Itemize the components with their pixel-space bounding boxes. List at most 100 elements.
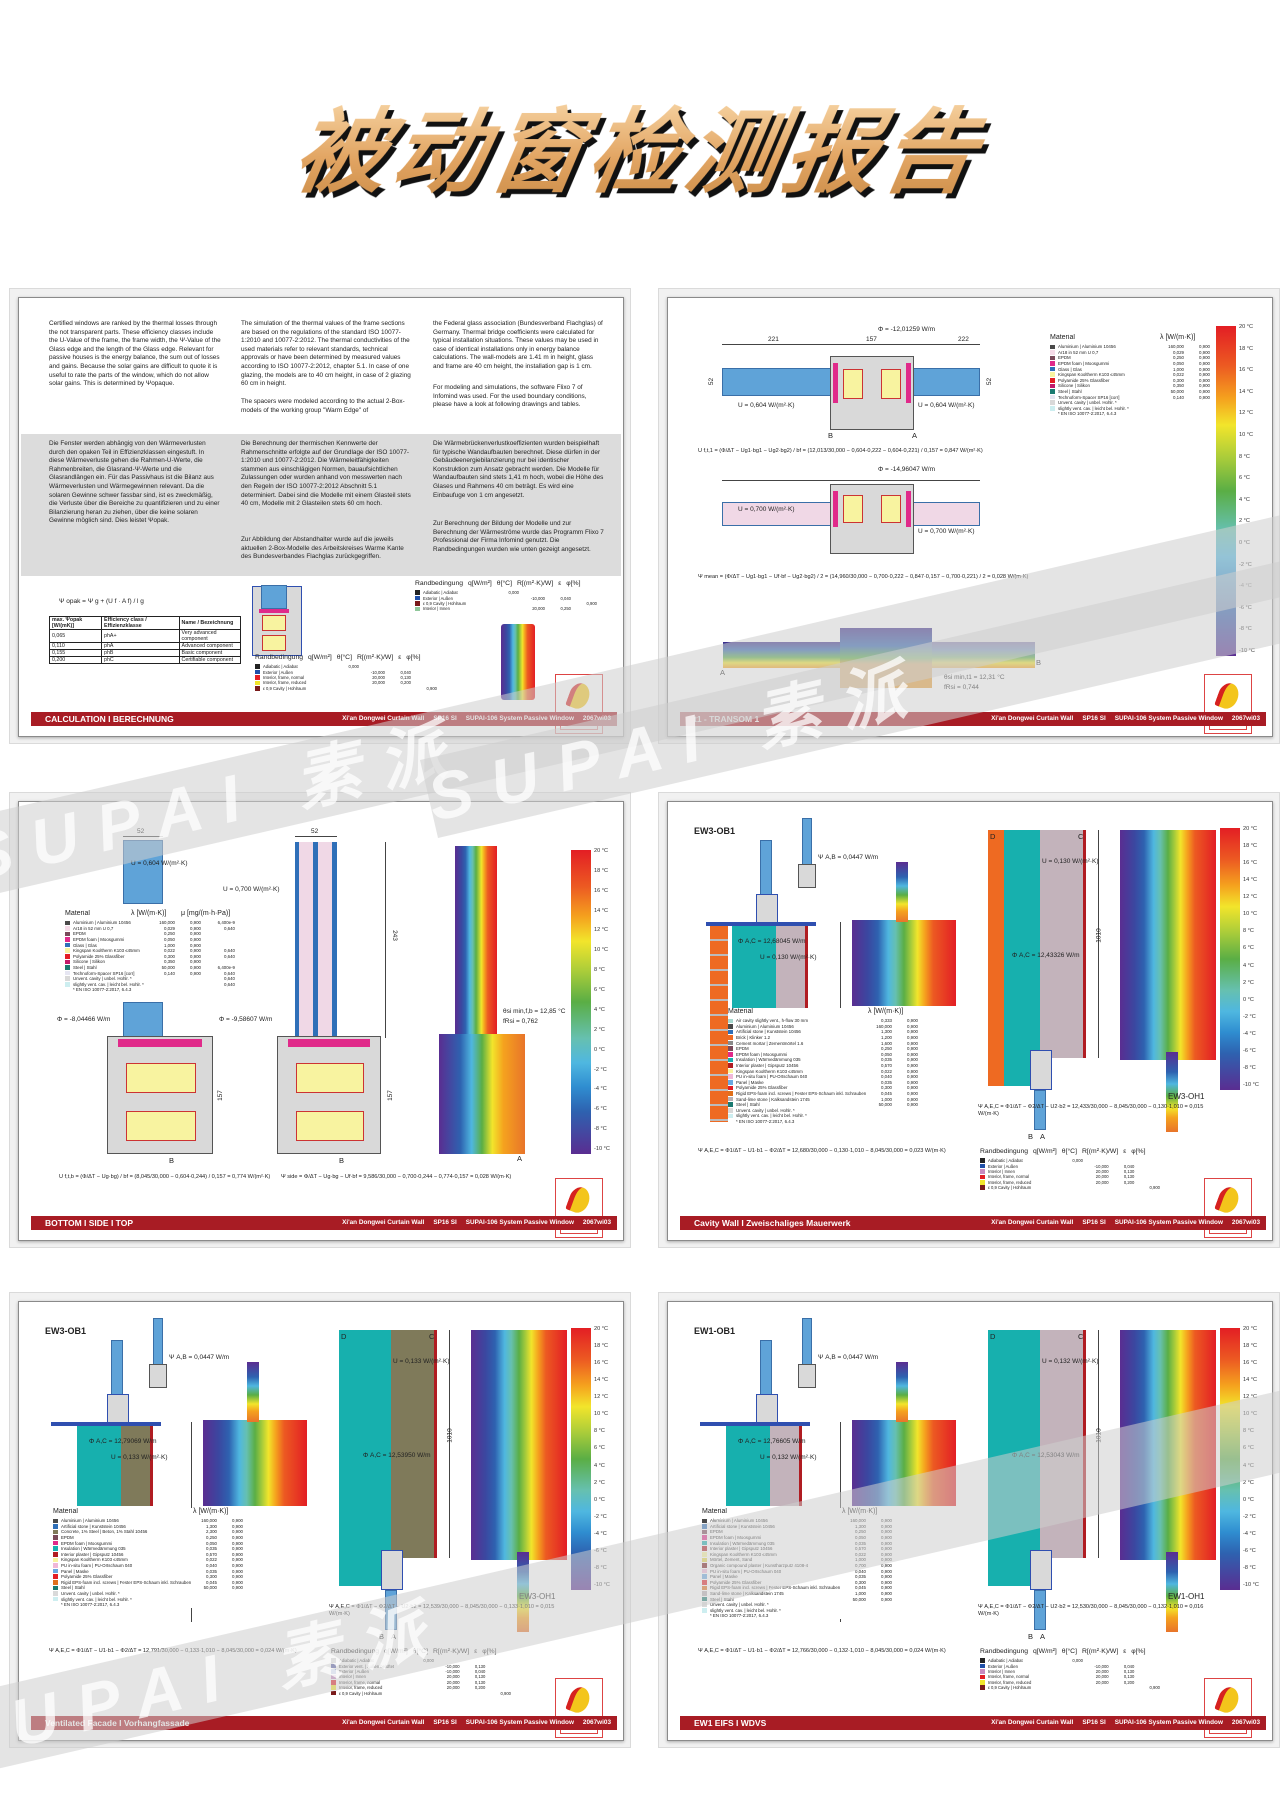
material-row: Silicone | Silikon 0,350 0,900 (65, 959, 235, 965)
material-name: Rigid EPS-foam incl. screws | Fester EPS… (61, 1579, 191, 1585)
lambda-value: 0,035 (206, 1568, 217, 1574)
material-name: Air cavity slightly vent., h-flow 30 mm (736, 1018, 808, 1024)
material-row: Steel | Stahl 50,000 0,900 (702, 1596, 892, 1602)
footer-system: SUPAI-106 System Passive Window (465, 1219, 574, 1226)
point-label: A (912, 431, 918, 440)
material-name: Unvent. cavity | unbel. Hohlr. * (61, 1591, 120, 1597)
intro-de-2: Die Berechnung der thermischen Kennwerte… (241, 440, 411, 508)
emissivity-value: 0,900 (232, 1535, 243, 1541)
scale-tick-label: 14 °C (594, 1377, 609, 1384)
lambda-value: 1,200 (881, 1035, 892, 1041)
boundary-row: ε 0,9 Cavity | Hohlraum 0,900 (980, 1185, 1160, 1190)
lambda-header: λ [W/(m·K)] (1160, 334, 1196, 341)
emissivity-value: 0,900 (881, 1518, 892, 1524)
material-swatch (702, 1602, 707, 1607)
boundary-name: Interior, frame, normal (988, 1174, 1029, 1180)
lambda-value: 50,000 (878, 1102, 892, 1108)
material-swatch (728, 1024, 733, 1029)
report-sheet: EW1-OB1 Ψ A,B = 0,0447 W/m Φ A,C = 12,7660… (667, 1301, 1273, 1741)
material-row: Artificial stone | Kunststein 10456 1,300… (53, 1524, 243, 1530)
footer-info: Xi'an Dongwei Curtain Wall SP16 SI SUPAI-1… (333, 1716, 611, 1730)
material-name: EPDM foam | Moosgummi (710, 1535, 762, 1541)
material-name: Polyamide 25% Glassfiber (73, 953, 125, 959)
boundary-header-theta: θ[°C] (1061, 1648, 1077, 1655)
lambda-value: 0,300 (855, 1579, 866, 1585)
lambda-value: 0,250 (855, 1529, 866, 1535)
material-row: Silicone | Silikon 0,350 0,900 (1050, 383, 1210, 389)
boundary-header-r: R[(m²·K)/W] (516, 580, 554, 587)
scale-tick-label: 10 °C (594, 1411, 609, 1418)
emissivity-value: 0,900 (907, 1079, 918, 1085)
thermal-simulation-image (471, 1330, 567, 1560)
material-name: * EN ISO 10077-2:2017, 6.4.3 (73, 987, 132, 993)
scale-tick-label: 10 °C (1243, 911, 1258, 918)
lambda-value: 160,000 (159, 920, 175, 926)
u-value-label: U = 0,700 W/(m²·K) (918, 528, 975, 535)
material-header: Material (53, 1508, 78, 1515)
heat-flow-label: Φ = -8,04466 W/m (57, 1016, 111, 1023)
scale-tick-label: 18 °C (1243, 843, 1258, 850)
boundary-value: -10,000 (1094, 1663, 1109, 1669)
emissivity-value: 0,900 (881, 1579, 892, 1585)
emissivity-value: 0,900 (907, 1040, 918, 1046)
emissivity-value: 0,900 (1199, 372, 1210, 378)
material-swatch (53, 1540, 58, 1546)
boundary-swatch (331, 1674, 336, 1680)
boundary-header-q: q[W/m²] (468, 580, 492, 587)
boundary-value: 0,900 (1149, 1685, 1161, 1691)
footer-system: SUPAI-106 System Passive Window (1114, 1219, 1223, 1226)
material-header: Material (728, 1008, 753, 1015)
dimension-label: 1010 (446, 1428, 454, 1443)
scale-tick-label: -6 °C (1243, 1047, 1256, 1054)
material-row: Ar18 in 52 mm U 0,7 0,029 0,900 (1050, 350, 1210, 356)
emissivity-value: 0,900 (232, 1551, 243, 1557)
emissivity-value: 0,900 (232, 1557, 243, 1563)
material-row: Aluminium | Aluminium 10456 160,000 0,900 (702, 1518, 892, 1524)
emissivity-value: 0,900 (232, 1568, 243, 1574)
glass-pane-drawing (153, 1318, 163, 1368)
material-row: Kingspan Kooltherm K103 ≤45mm 0,022 0,900 (1050, 372, 1210, 378)
material-swatch (728, 1102, 733, 1107)
emissivity-value: 0,900 (1199, 361, 1210, 367)
lambda-header: λ [W/(m·K)] (131, 910, 167, 917)
boundary-header-q: q[W/m²] (384, 1648, 408, 1655)
point-label: B (1028, 1632, 1034, 1641)
material-header: Material (65, 910, 90, 917)
dimension-label: 52 (986, 377, 994, 386)
emissivity-value: 0,900 (1199, 355, 1210, 361)
u-value-label: U = 0,132 W/(m²·K) (760, 1454, 817, 1461)
boundary-value: 20,000 (446, 1674, 460, 1680)
boundary-swatch (255, 685, 260, 691)
boundary-value: 0,130 (400, 674, 411, 680)
thermal-simulation-column (896, 1362, 908, 1422)
boundary-value: 20,000 (532, 606, 545, 612)
temperature-color-scale: 20 °C 18 °C 16 °C 14 °C 12 °C 10 °C 8 °C 6 °C 4 … (1216, 324, 1255, 656)
scale-tick-label: -4 °C (594, 1086, 607, 1093)
boundary-legend: Randbedingung q[W/m²] θ[°C] R[(m²·K)/W] ε φ[%… (331, 1648, 511, 1696)
material-row: Glass | Glas 1,000 0,900 (1050, 366, 1210, 372)
scale-tick-label: -4 °C (1243, 1030, 1256, 1037)
boundary-swatch (255, 669, 260, 675)
boundary-legend-header: Randbedingung q[W/m²] θ[°C] R[(m²·K)/W] ε φ[%… (980, 1148, 1160, 1158)
boundary-swatch (415, 595, 420, 601)
material-name: Concrete, 1% Steel | Beton, 1% Stahl 104… (61, 1529, 148, 1535)
boundary-legend-header: Randbedingung q[W/m²] θ[°C] R[(m²·K)/W] ε φ[%… (980, 1648, 1160, 1658)
material-legend-header: Material λ [W/(m·K)] (1050, 334, 1210, 344)
material-name: Aluminium | Aluminium 10456 (61, 1518, 119, 1524)
material-row: Insulation | Wärmedämmung 035 0,035 0,900 (53, 1546, 243, 1552)
heat-flow-label: Φ = -9,58607 W/m (219, 1016, 273, 1023)
lambda-value: 1,000 (881, 1096, 892, 1102)
boundary-value: 0,130 (474, 1674, 486, 1680)
material-row: EPDM 0,250 0,900 (728, 1046, 918, 1052)
material-name: Polyamide 25% Glassfiber (710, 1579, 762, 1585)
material-legend: Material λ [W/(m·K)] μ [mg/(m·h·Pa)] Alumin… (65, 910, 235, 993)
dimension-line (449, 1330, 450, 1558)
material-name: Unvent. cavity | unbel. Hohlr. * (1058, 400, 1117, 406)
emissivity-value: 0,900 (232, 1579, 243, 1585)
boundary-legend-header: Randbedingung q[W/m²] θ[°C] R[(m²·K)/W] ε φ[%… (415, 580, 605, 590)
scale-tick-label: 8 °C (594, 967, 605, 974)
scale-tick-label: 14 °C (1243, 1377, 1258, 1384)
lambda-value: 0,050 (1173, 361, 1184, 367)
point-label: D (990, 832, 996, 841)
boundary-swatch (980, 1169, 985, 1174)
